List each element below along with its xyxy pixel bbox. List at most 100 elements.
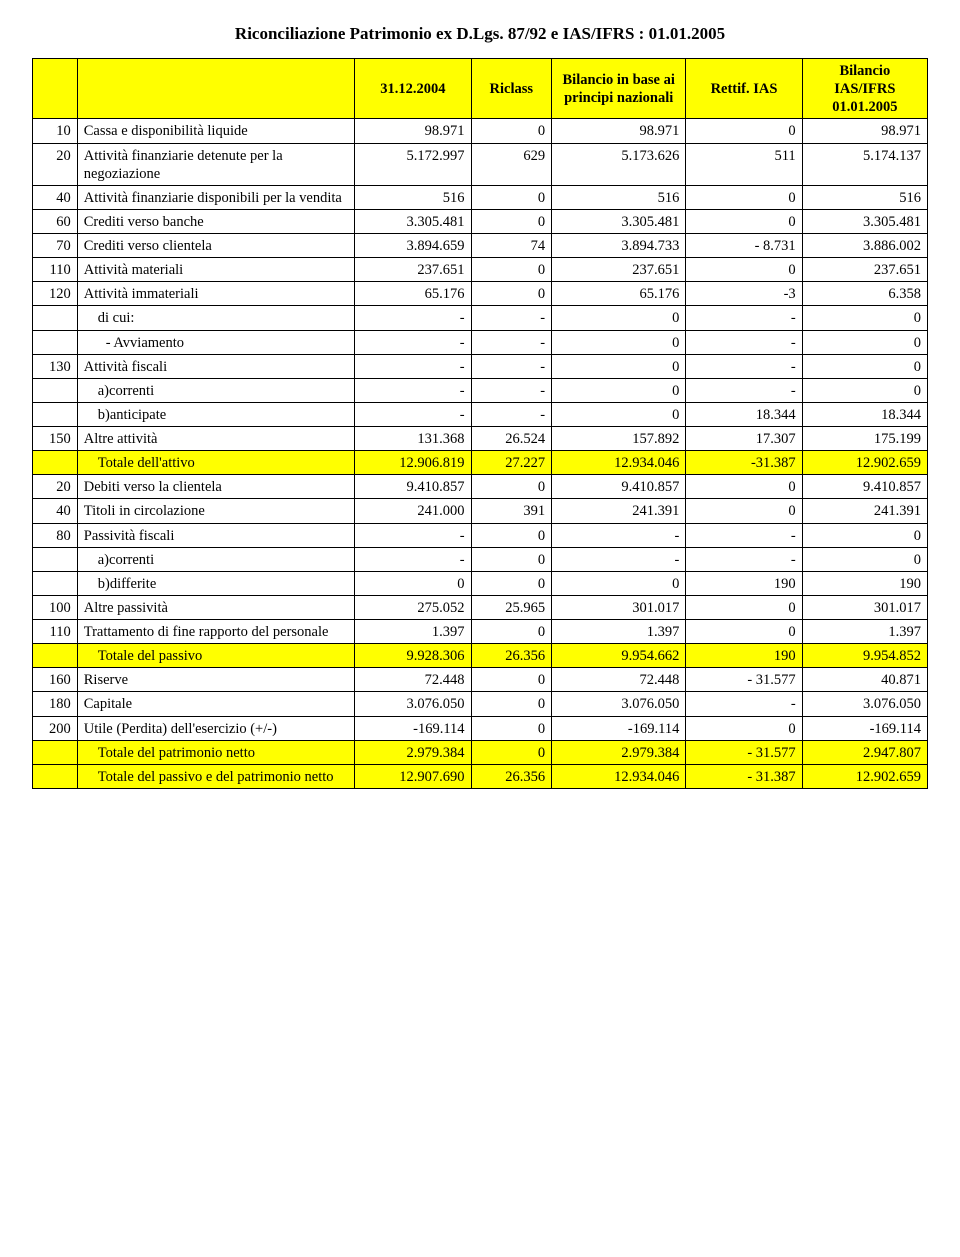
- row-value: 3.305.481: [355, 209, 471, 233]
- table-row: 40Attività finanziarie disponibili per l…: [33, 185, 928, 209]
- row-code: [33, 740, 78, 764]
- row-label: - Avviamento: [77, 330, 354, 354]
- row-value: 0: [552, 354, 686, 378]
- row-value: 12.902.659: [802, 764, 927, 788]
- row-value: 2.947.807: [802, 740, 927, 764]
- row-value: 0: [686, 620, 802, 644]
- row-value: -: [355, 378, 471, 402]
- row-value: 25.965: [471, 595, 552, 619]
- page-title: Riconciliazione Patrimonio ex D.Lgs. 87/…: [32, 24, 928, 44]
- row-value: 0: [802, 378, 927, 402]
- row-value: -: [355, 402, 471, 426]
- row-value: 0: [471, 620, 552, 644]
- row-label: b)anticipate: [77, 402, 354, 426]
- row-label: Totale dell'attivo: [77, 451, 354, 475]
- row-value: 9.410.857: [802, 475, 927, 499]
- row-value: - 31.387: [686, 764, 802, 788]
- row-value: -: [471, 402, 552, 426]
- row-value: 9.410.857: [552, 475, 686, 499]
- row-value: 0: [471, 185, 552, 209]
- header-col-4: Rettif. IAS: [686, 59, 802, 119]
- row-value: 12.907.690: [355, 764, 471, 788]
- row-code: [33, 378, 78, 402]
- row-value: -: [355, 354, 471, 378]
- row-code: 150: [33, 427, 78, 451]
- row-value: 3.076.050: [552, 692, 686, 716]
- row-value: 0: [471, 668, 552, 692]
- row-value: 98.971: [552, 119, 686, 143]
- row-value: 3.305.481: [552, 209, 686, 233]
- row-value: 391: [471, 499, 552, 523]
- row-value: 0: [686, 716, 802, 740]
- row-code: 80: [33, 523, 78, 547]
- table-row: Totale del passivo e del patrimonio nett…: [33, 764, 928, 788]
- row-label: di cui:: [77, 306, 354, 330]
- row-label: a)correnti: [77, 547, 354, 571]
- row-value: -: [686, 306, 802, 330]
- header-blank-code: [33, 59, 78, 119]
- table-row: 110Attività materiali237.6510237.6510237…: [33, 258, 928, 282]
- row-value: 0: [686, 119, 802, 143]
- row-value: 0: [802, 547, 927, 571]
- row-value: 1.397: [552, 620, 686, 644]
- row-value: 175.199: [802, 427, 927, 451]
- row-value: 0: [552, 330, 686, 354]
- row-label: Crediti verso banche: [77, 209, 354, 233]
- row-value: 26.356: [471, 644, 552, 668]
- row-value: 6.358: [802, 282, 927, 306]
- row-value: 9.954.662: [552, 644, 686, 668]
- table-row: 180Capitale3.076.05003.076.050-3.076.050: [33, 692, 928, 716]
- table-row: 70Crediti verso clientela3.894.659743.89…: [33, 234, 928, 258]
- header-col-3: Bilancio in base ai principi nazionali: [552, 59, 686, 119]
- row-code: 200: [33, 716, 78, 740]
- row-value: 0: [552, 402, 686, 426]
- reconciliation-table: 31.12.2004 Riclass Bilancio in base ai p…: [32, 58, 928, 789]
- row-value: 511: [686, 143, 802, 185]
- row-value: 9.954.852: [802, 644, 927, 668]
- table-row: 100Altre passività275.05225.965301.01703…: [33, 595, 928, 619]
- row-value: 27.227: [471, 451, 552, 475]
- row-value: -169.114: [802, 716, 927, 740]
- row-value: -169.114: [552, 716, 686, 740]
- row-value: 241.391: [552, 499, 686, 523]
- row-value: 12.906.819: [355, 451, 471, 475]
- row-value: -: [471, 330, 552, 354]
- row-code: [33, 306, 78, 330]
- row-code: [33, 402, 78, 426]
- row-value: 0: [686, 595, 802, 619]
- table-row: 200Utile (Perdita) dell'esercizio (+/-)-…: [33, 716, 928, 740]
- row-value: 98.971: [802, 119, 927, 143]
- row-value: 0: [802, 523, 927, 547]
- row-value: 0: [802, 306, 927, 330]
- row-value: -: [471, 378, 552, 402]
- row-code: 60: [33, 209, 78, 233]
- row-value: -: [686, 547, 802, 571]
- table-row: 110Trattamento di fine rapporto del pers…: [33, 620, 928, 644]
- row-value: 0: [471, 282, 552, 306]
- row-label: Capitale: [77, 692, 354, 716]
- header-col-2: Riclass: [471, 59, 552, 119]
- row-value: 0: [471, 523, 552, 547]
- row-code: 70: [33, 234, 78, 258]
- row-value: 0: [355, 571, 471, 595]
- row-label: Altre passività: [77, 595, 354, 619]
- row-value: 190: [686, 571, 802, 595]
- table-body: 10Cassa e disponibilità liquide98.971098…: [33, 119, 928, 789]
- row-code: [33, 571, 78, 595]
- header-col-5: Bilancio IAS/IFRS 01.01.2005: [802, 59, 927, 119]
- table-row: Totale dell'attivo12.906.81927.22712.934…: [33, 451, 928, 475]
- row-value: 275.052: [355, 595, 471, 619]
- row-label: Totale del passivo e del patrimonio nett…: [77, 764, 354, 788]
- table-row: b)differite000190190: [33, 571, 928, 595]
- row-code: 40: [33, 185, 78, 209]
- row-value: 0: [552, 306, 686, 330]
- row-value: 3.886.002: [802, 234, 927, 258]
- row-value: 5.174.137: [802, 143, 927, 185]
- table-row: a)correnti-0--0: [33, 547, 928, 571]
- row-value: - 8.731: [686, 234, 802, 258]
- row-code: 40: [33, 499, 78, 523]
- row-value: 629: [471, 143, 552, 185]
- row-label: Debiti verso la clientela: [77, 475, 354, 499]
- row-value: -31.387: [686, 451, 802, 475]
- row-value: -: [686, 692, 802, 716]
